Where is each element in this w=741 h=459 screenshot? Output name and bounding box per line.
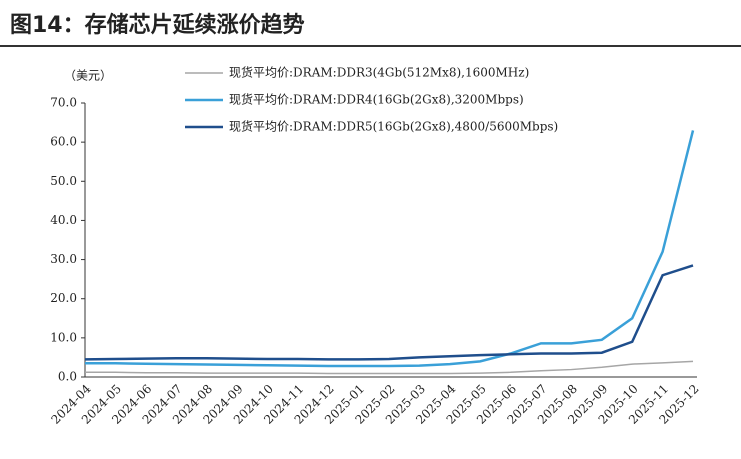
legend-label: 现货平均价:DRAM:DDR5(16Gb(2Gx8),4800/5600Mbps… [229,119,558,134]
series-line [85,360,694,375]
legend-label: 现货平均价:DRAM:DDR4(16Gb(2Gx8),3200Mbps) [229,92,524,107]
legend-label: 现货平均价:DRAM:DDR3(4Gb(512Mx8),1600MHz) [229,65,529,80]
y-axis-label: （美元） [64,69,112,83]
chart-title: 图14：存储芯片延续涨价趋势 [10,12,305,38]
y-tick-label: 0.0 [58,370,77,384]
series-line [84,264,694,361]
y-tick-label: 30.0 [50,252,77,266]
y-tick-label: 70.0 [50,96,77,110]
y-tick-label: 60.0 [50,135,77,149]
y-tick-label: 40.0 [50,213,77,227]
y-tick-label: 50.0 [50,174,77,188]
y-tick-label: 20.0 [50,291,77,305]
series-line [85,130,695,368]
y-tick-label: 10.0 [50,330,77,344]
